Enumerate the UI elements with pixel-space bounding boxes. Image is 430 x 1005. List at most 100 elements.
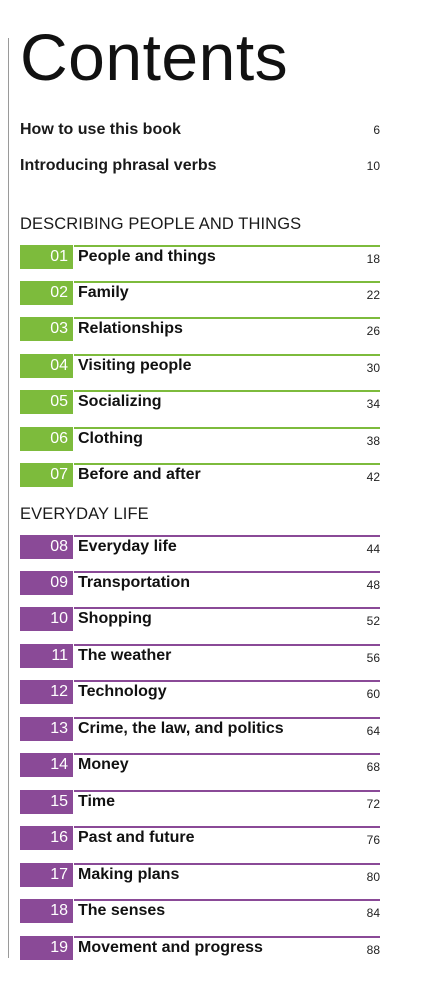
- section-heading-everyday: EVERYDAY LIFE: [20, 505, 149, 523]
- chapter-number: 16: [20, 826, 73, 850]
- chapter-page: 64: [366, 724, 380, 738]
- chapter-title: Visiting people: [78, 357, 192, 374]
- chapter-title: Technology: [78, 683, 167, 700]
- chapter-row[interactable]: 19 Movement and progress 88: [20, 936, 380, 962]
- chapter-page: 44: [366, 542, 380, 556]
- chapter-number: 14: [20, 753, 73, 777]
- chapter-page: 22: [366, 288, 380, 302]
- chapter-rule: [74, 535, 380, 537]
- toc-entry-page: 6: [373, 123, 380, 137]
- toc-entry-how-to-use[interactable]: How to use this book 6: [20, 119, 380, 141]
- chapter-rule: [74, 936, 380, 938]
- chapter-number: 18: [20, 899, 73, 923]
- chapter-row[interactable]: 09 Transportation 48: [20, 571, 380, 597]
- chapter-rule: [74, 790, 380, 792]
- chapter-page: 52: [366, 614, 380, 628]
- toc-entry-introducing[interactable]: Introducing phrasal verbs 10: [20, 155, 380, 177]
- chapter-rule: [74, 281, 380, 283]
- chapter-title: Socializing: [78, 393, 162, 410]
- chapter-row[interactable]: 18 The senses 84: [20, 899, 380, 925]
- chapter-row[interactable]: 12 Technology 60: [20, 680, 380, 706]
- chapter-page: 88: [366, 943, 380, 957]
- chapter-number: 12: [20, 680, 73, 704]
- chapter-row[interactable]: 05 Socializing 34: [20, 390, 380, 416]
- chapter-row[interactable]: 08 Everyday life 44: [20, 535, 380, 561]
- chapter-row[interactable]: 07 Before and after 42: [20, 463, 380, 489]
- chapter-title: Making plans: [78, 866, 180, 883]
- chapter-title: Clothing: [78, 430, 143, 447]
- chapter-number: 15: [20, 790, 73, 814]
- chapter-rule: [74, 427, 380, 429]
- margin-rule: [8, 38, 9, 958]
- chapter-row[interactable]: 03 Relationships 26: [20, 317, 380, 343]
- chapter-row[interactable]: 13 Crime, the law, and politics 64: [20, 717, 380, 743]
- chapter-title: Movement and progress: [78, 939, 263, 956]
- chapter-row[interactable]: 04 Visiting people 30: [20, 354, 380, 380]
- chapter-number: 02: [20, 281, 73, 305]
- toc-entry-label: Introducing phrasal verbs: [20, 157, 217, 174]
- chapter-number: 07: [20, 463, 73, 487]
- page-title: Contents: [20, 20, 289, 94]
- chapter-row[interactable]: 17 Making plans 80: [20, 863, 380, 889]
- chapter-row[interactable]: 15 Time 72: [20, 790, 380, 816]
- chapter-number: 13: [20, 717, 73, 741]
- chapter-title: Money: [78, 756, 129, 773]
- chapter-row[interactable]: 10 Shopping 52: [20, 607, 380, 633]
- chapter-number: 04: [20, 354, 73, 378]
- chapter-rule: [74, 644, 380, 646]
- chapter-title: Family: [78, 284, 129, 301]
- toc-entry-label: How to use this book: [20, 121, 181, 138]
- chapter-row[interactable]: 14 Money 68: [20, 753, 380, 779]
- chapter-rule: [74, 607, 380, 609]
- chapter-page: 48: [366, 578, 380, 592]
- chapter-page: 80: [366, 870, 380, 884]
- chapter-rule: [74, 680, 380, 682]
- chapter-row[interactable]: 16 Past and future 76: [20, 826, 380, 852]
- section-heading-describing: DESCRIBING PEOPLE AND THINGS: [20, 215, 302, 233]
- chapter-title: Time: [78, 793, 116, 810]
- chapter-page: 76: [366, 833, 380, 847]
- chapter-number: 17: [20, 863, 73, 887]
- chapter-row[interactable]: 06 Clothing 38: [20, 427, 380, 453]
- chapter-title: Everyday life: [78, 538, 177, 555]
- chapter-page: 18: [366, 252, 380, 266]
- chapter-row[interactable]: 02 Family 22: [20, 281, 380, 307]
- chapter-number: 10: [20, 607, 73, 631]
- chapter-rule: [74, 571, 380, 573]
- chapter-number: 05: [20, 390, 73, 414]
- chapter-title: The weather: [78, 647, 172, 664]
- chapter-page: 72: [366, 797, 380, 811]
- chapter-row[interactable]: 01 People and things 18: [20, 245, 380, 271]
- chapter-rule: [74, 826, 380, 828]
- chapter-page: 42: [366, 470, 380, 484]
- chapter-title: The senses: [78, 902, 166, 919]
- toc-entry-page: 10: [366, 159, 380, 173]
- chapter-title: Crime, the law, and politics: [78, 720, 284, 737]
- chapter-page: 38: [366, 434, 380, 448]
- chapter-rule: [74, 463, 380, 465]
- chapter-row[interactable]: 11 The weather 56: [20, 644, 380, 670]
- chapter-number: 01: [20, 245, 73, 269]
- chapter-rule: [74, 863, 380, 865]
- chapter-page: 84: [366, 906, 380, 920]
- chapter-rule: [74, 390, 380, 392]
- chapter-number: 11: [20, 644, 73, 668]
- chapter-rule: [74, 317, 380, 319]
- chapter-number: 06: [20, 427, 73, 451]
- chapter-rule: [74, 245, 380, 247]
- chapter-page: 56: [366, 651, 380, 665]
- chapter-title: Relationships: [78, 320, 183, 337]
- chapter-rule: [74, 753, 380, 755]
- chapter-page: 30: [366, 361, 380, 375]
- chapter-title: Before and after: [78, 466, 201, 483]
- chapter-title: People and things: [78, 248, 216, 265]
- chapter-page: 34: [366, 397, 380, 411]
- chapter-page: 60: [366, 687, 380, 701]
- chapter-number: 03: [20, 317, 73, 341]
- chapter-page: 26: [366, 324, 380, 338]
- chapter-number: 09: [20, 571, 73, 595]
- chapter-title: Transportation: [78, 574, 191, 591]
- chapter-number: 19: [20, 936, 73, 960]
- chapter-title: Shopping: [78, 610, 152, 627]
- chapter-number: 08: [20, 535, 73, 559]
